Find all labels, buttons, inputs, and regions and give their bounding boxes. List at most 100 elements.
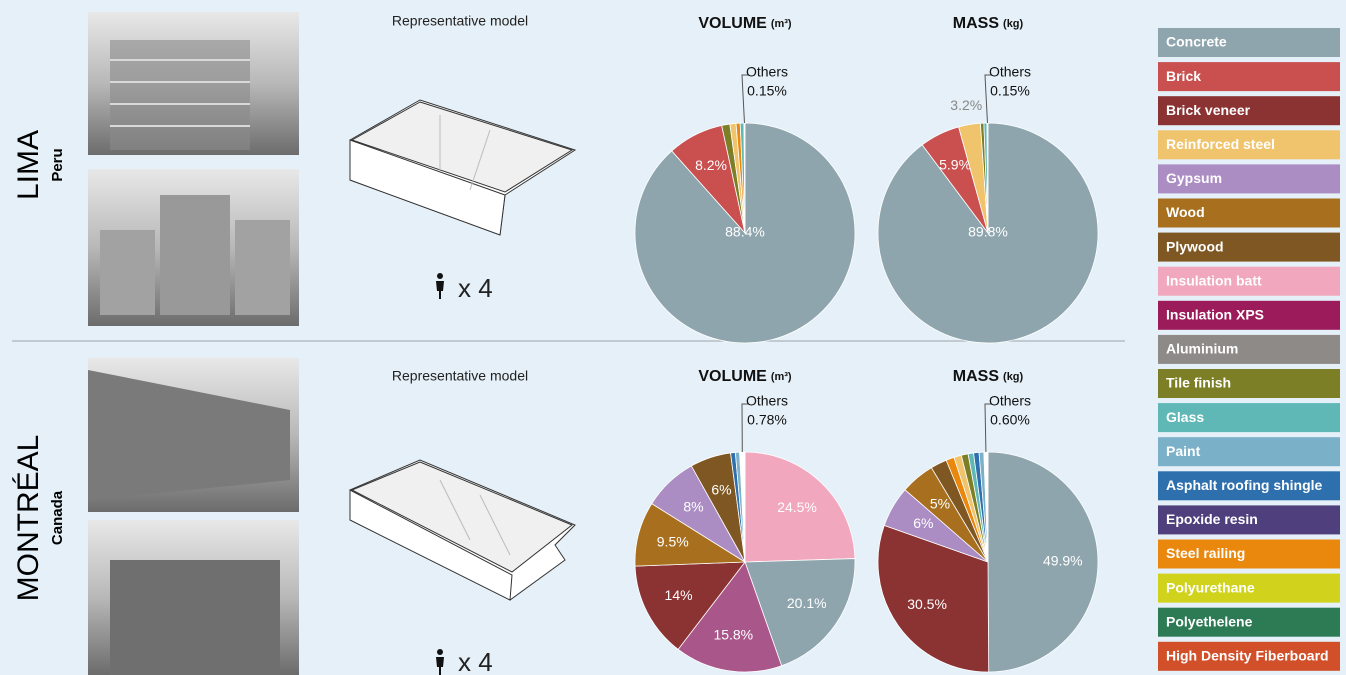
annotation-label: Others [746, 64, 788, 80]
pie-slice [743, 122, 746, 234]
legend-swatch [1158, 164, 1340, 194]
data-label: 30.5% [907, 596, 947, 612]
legend-swatch [1158, 232, 1340, 262]
leader-line [741, 403, 749, 453]
legend-swatch [1158, 369, 1340, 398]
photo [88, 520, 299, 675]
pie-slice [987, 451, 1099, 673]
legend-swatch [1158, 471, 1340, 501]
leader-line [984, 74, 992, 124]
data-label: 8% [683, 498, 703, 514]
data-label: 5.9% [939, 157, 971, 173]
country: Peru [49, 148, 66, 181]
legend-swatch [1158, 334, 1340, 364]
data-label: 5% [930, 495, 950, 511]
data-label: 9.5% [657, 533, 689, 549]
pie-slice [634, 561, 746, 650]
legend-label: Gypsum [1166, 170, 1222, 186]
legend-label: Aluminium [1166, 341, 1238, 357]
legend-label: Paint [1166, 443, 1201, 459]
annotation-value: 0.15% [990, 83, 1030, 99]
data-label: 14% [665, 587, 693, 603]
legend-swatch [1158, 96, 1340, 126]
legend-label: Reinforced steel [1166, 136, 1275, 152]
legend-label: Tile finish [1166, 375, 1231, 391]
pie-slice [677, 561, 783, 673]
pie-slice [744, 451, 856, 563]
annotation-label: Others [989, 393, 1031, 409]
legend-label: Epoxide resin [1166, 511, 1258, 527]
legend-swatch [1158, 130, 1340, 160]
annotation-value: 0.60% [990, 412, 1030, 428]
chart-title-text: VOLUME [698, 15, 767, 32]
legend-swatch [1158, 505, 1340, 535]
legend-label: Wood [1166, 204, 1205, 220]
chart-unit: (m³) [771, 18, 792, 30]
person-icon [436, 273, 444, 299]
chart-title-text: MASS [953, 368, 1000, 385]
annotation-label: Others [746, 393, 788, 409]
legend-swatch [1158, 641, 1340, 671]
chart-title: VOLUME (m³) [698, 368, 792, 385]
data-label: 8.2% [695, 157, 727, 173]
country: Canada [49, 490, 66, 545]
legend-label: Asphalt roofing shingle [1166, 477, 1323, 493]
annotation-value: 0.78% [747, 412, 787, 428]
data-label: 6% [711, 482, 731, 498]
data-label: 3.2% [950, 97, 982, 113]
model-label: Representative model [392, 13, 528, 29]
legend-label: High Density Fiberboard [1166, 648, 1329, 664]
model-drawing [349, 459, 576, 601]
model-drawing [349, 99, 577, 236]
chart-unit: (m³) [771, 371, 792, 383]
model-label: Representative model [392, 368, 528, 384]
leader-line [984, 403, 992, 453]
legend-label: Insulation batt [1166, 272, 1262, 288]
data-label: 6% [913, 515, 933, 531]
legend-label: Concrete [1166, 34, 1227, 50]
chart-unit: (kg) [1003, 371, 1024, 383]
chart-unit: (kg) [1003, 18, 1024, 30]
person-icon [436, 649, 444, 675]
data-label: 49.9% [1043, 552, 1083, 568]
photo [88, 12, 299, 155]
annotation-label: Others [989, 64, 1031, 80]
legend-swatch [1158, 300, 1340, 330]
legend-swatch [1158, 607, 1340, 637]
occupants: x 4 [458, 273, 493, 303]
legend-label: Brick [1166, 68, 1201, 84]
pie-slice [877, 524, 990, 673]
data-label: 15.8% [713, 627, 753, 643]
leader-line [741, 74, 749, 124]
pie-slice [986, 122, 989, 234]
legend-swatch [1158, 266, 1340, 296]
city: MONTRÉAL [12, 435, 45, 602]
legend-swatch [1158, 62, 1340, 92]
chart-title: VOLUME (m³) [698, 15, 792, 32]
legend-swatch [1158, 198, 1340, 228]
data-label: 20.1% [787, 595, 827, 611]
legend-label: Plywood [1166, 238, 1224, 254]
data-label: 24.5% [777, 499, 817, 515]
legend-label: Polyethelene [1166, 613, 1253, 629]
chart-title-text: VOLUME [698, 368, 767, 385]
legend-label: Insulation XPS [1166, 307, 1264, 323]
legend-swatch [1158, 539, 1340, 569]
chart-title: MASS (kg) [953, 15, 1024, 32]
chart-title-text: MASS [953, 15, 1000, 32]
occupants: x 4 [458, 647, 493, 675]
chart-title: MASS (kg) [953, 368, 1024, 385]
legend-label: Brick veneer [1166, 102, 1251, 118]
photo [88, 358, 299, 512]
legend-label: Glass [1166, 409, 1204, 425]
legend-label: Steel railing [1166, 545, 1245, 561]
city: LIMA [12, 130, 45, 200]
legend-label: Polyurethane [1166, 579, 1255, 595]
legend-swatch [1158, 573, 1340, 603]
legend-swatch [1158, 28, 1340, 57]
legend-swatch [1158, 403, 1340, 433]
photo [88, 169, 299, 326]
legend-swatch [1158, 437, 1340, 467]
annotation-value: 0.15% [747, 83, 787, 99]
